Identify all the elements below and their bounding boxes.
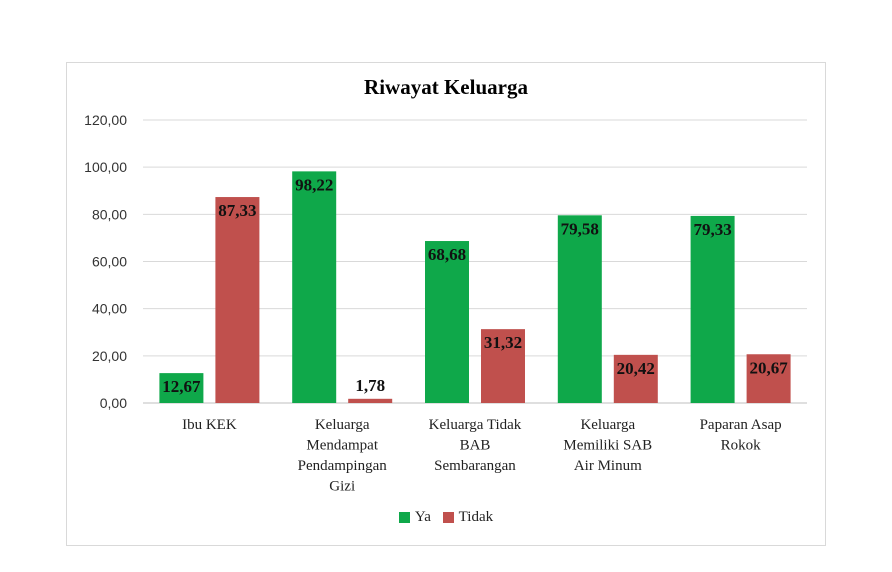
bar-ya (690, 215, 735, 403)
x-tick-label: Sembarangan (434, 458, 516, 474)
x-tick-label: Mendampat (306, 438, 378, 454)
legend-label-ya: Ya (414, 509, 431, 525)
bar-ya (159, 373, 204, 403)
y-tick-label: 0,00 (100, 395, 127, 411)
data-label: 1,78 (355, 376, 385, 395)
y-tick-label: 60,00 (92, 254, 127, 270)
bar-tidak (348, 398, 393, 403)
x-tick-label: Pendampingan (298, 458, 388, 474)
x-tick-label: Paparan Asap (700, 417, 782, 433)
y-tick-label: 80,00 (92, 206, 127, 222)
data-label: 31,32 (484, 333, 522, 352)
bar-ya (557, 215, 602, 403)
bar-tidak (215, 197, 260, 403)
legend-item-ya: Ya (398, 509, 431, 526)
bar-tidak (613, 354, 658, 403)
data-label: 68,68 (428, 245, 466, 264)
x-tick-label: Keluarga (315, 417, 370, 433)
bar-tidak (481, 329, 525, 403)
data-label: 79,58 (561, 219, 599, 238)
x-tick-label: BAB (460, 438, 491, 454)
legend-item-tidak: Tidak (442, 509, 494, 526)
bar-tidak (746, 354, 791, 403)
data-label: 98,22 (295, 175, 333, 194)
x-tick-label: Keluarga (580, 417, 635, 433)
y-tick-label: 40,00 (92, 301, 127, 317)
y-tick-label: 20,00 (92, 348, 127, 364)
y-tick-label: 100,00 (84, 159, 127, 175)
x-tick-label: Gizi (329, 479, 355, 495)
data-label: 20,67 (749, 358, 788, 377)
x-tick-label: Keluarga Tidak (429, 417, 522, 433)
chart-title: Riwayat Keluarga (364, 75, 528, 99)
data-label: 20,42 (617, 359, 655, 378)
legend-swatch-ya (398, 512, 410, 523)
y-tick-label: 120,00 (84, 112, 127, 128)
legend: Ya Tidak (0, 509, 892, 528)
legend-swatch-tidak (442, 512, 454, 523)
legend-label-tidak: Tidak (458, 509, 494, 525)
data-label: 79,33 (693, 220, 731, 239)
data-label: 12,67 (162, 377, 201, 396)
x-tick-label: Memiliki SAB (563, 438, 652, 454)
x-tick-label: Ibu KEK (182, 417, 237, 433)
bar-ya (425, 241, 469, 403)
x-tick-label: Rokok (721, 438, 762, 454)
data-label: 87,33 (218, 201, 256, 220)
x-tick-label: Air Minum (574, 458, 642, 474)
bar-ya (292, 171, 337, 403)
